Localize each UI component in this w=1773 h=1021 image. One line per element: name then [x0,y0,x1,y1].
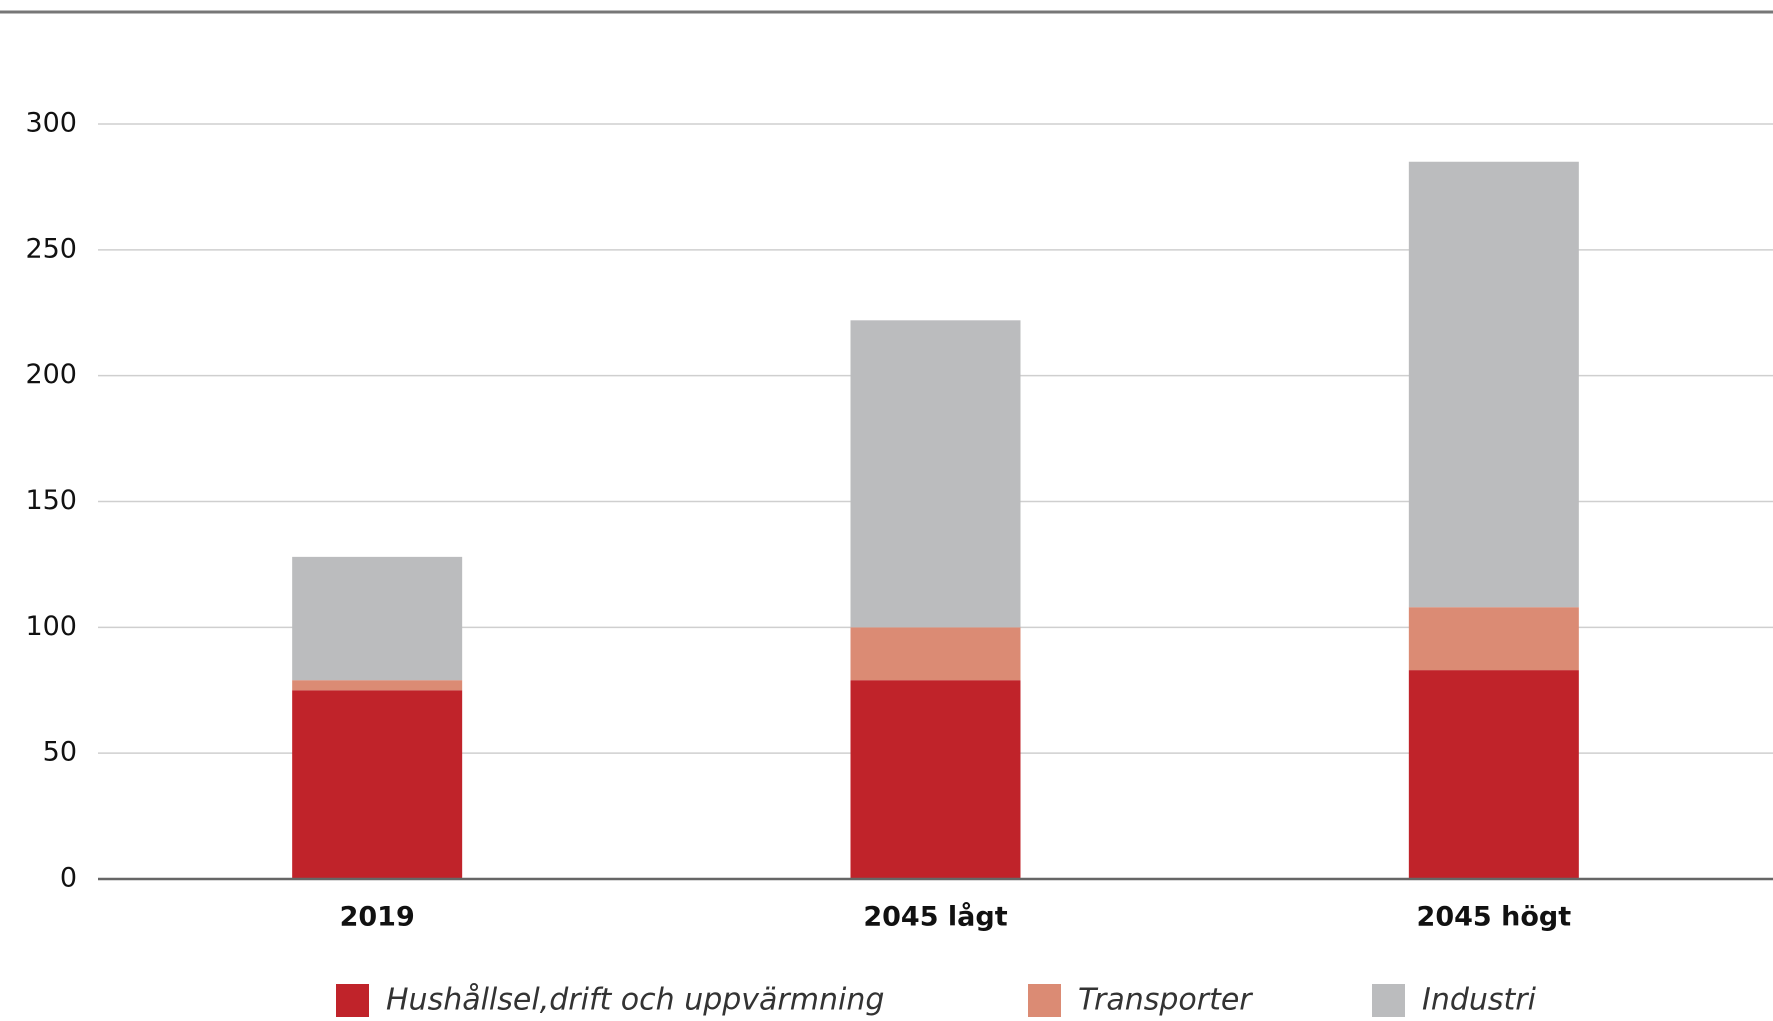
x-tick-label: 2045 lågt [863,901,1007,933]
bar-segment [292,556,463,681]
y-tick-label: 100 [25,611,77,642]
legend-label: Transporter [1078,983,1253,1018]
bar-segment [850,320,1021,628]
y-tick-label: 0 [60,863,77,894]
legend-label: Industri [1422,983,1537,1018]
bar-segment [1408,161,1579,608]
y-tick-label: 300 [25,108,77,139]
x-tick-label: 2045 högt [1417,902,1572,933]
bar-segment [1408,670,1579,879]
legend-swatch [1372,984,1405,1017]
bar-segment [850,627,1021,681]
y-tick-label: 250 [25,233,77,264]
y-tick-label: 150 [25,485,77,516]
bar-segment [292,690,463,879]
legend-swatch [336,984,369,1017]
legend-label: Hushållsel,drift och uppvärmning [386,983,884,1018]
bar-segment [292,680,463,691]
y-tick-label: 50 [43,737,77,768]
y-tick-label: 200 [25,359,77,390]
bar-segment [850,680,1021,879]
legend-swatch [1028,984,1061,1017]
bar-segment [1408,607,1579,671]
x-tick-label: 2019 [340,902,415,933]
